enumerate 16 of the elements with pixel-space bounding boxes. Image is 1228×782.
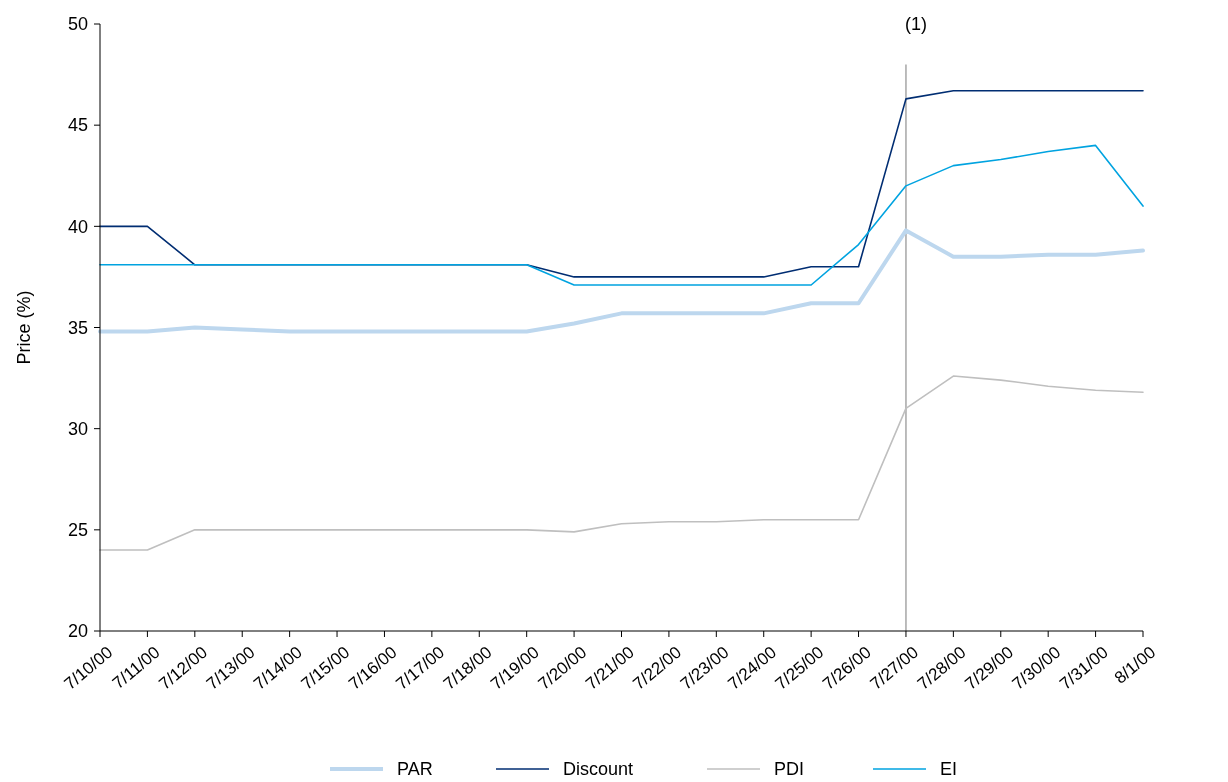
y-tick-label: 35 <box>67 317 88 338</box>
legend-label: PDI <box>774 759 805 779</box>
legend-label: EI <box>940 759 958 779</box>
line-series <box>98 228 1145 334</box>
legend-label: Discount <box>563 759 634 779</box>
y-axis-title: Price (%) <box>14 290 34 365</box>
y-tick-label: 30 <box>67 418 88 439</box>
y-tick-label: 50 <box>67 14 88 35</box>
y-tick-label: 45 <box>67 115 88 136</box>
line-series <box>99 144 1144 286</box>
ref-line-label: (1) <box>904 14 927 34</box>
y-tick-label: 25 <box>67 520 88 541</box>
line-series <box>99 375 1144 551</box>
y-tick-label: 40 <box>67 216 88 237</box>
y-tick-label: 20 <box>67 621 88 642</box>
legend-label: PAR <box>397 759 433 779</box>
